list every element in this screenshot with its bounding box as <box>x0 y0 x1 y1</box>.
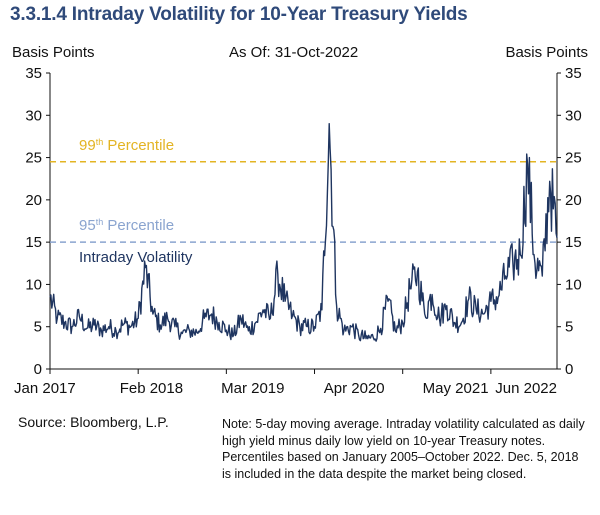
y-tick-label-right: 25 <box>565 150 582 167</box>
x-tick-label: Mar 2019 <box>221 380 284 397</box>
y-tick-label-right: 35 <box>565 65 582 82</box>
series-label: Intraday Volatility <box>79 249 193 266</box>
x-tick-label: Apr 2020 <box>324 380 385 397</box>
y-tick-label-left: 5 <box>34 319 42 336</box>
y-tick-label-left: 15 <box>25 234 42 251</box>
y-tick-label-right: 20 <box>565 192 582 209</box>
source-note: Source: Bloomberg, L.P. <box>18 414 169 430</box>
reference-label-99: 99th Percentile <box>79 137 174 154</box>
y-tick-label-left: 10 <box>25 276 42 293</box>
reference-lines <box>50 161 557 243</box>
chart-labels: 99th Percentile 95th Percentile Intraday V… <box>79 137 193 266</box>
series-line-intraday-volatility <box>49 122 558 342</box>
y-tick-label-left: 30 <box>25 107 42 124</box>
y-tick-label-right: 5 <box>565 319 573 336</box>
methodology-note: Note: 5-day moving average. Intraday vol… <box>222 417 585 481</box>
y-tick-label-left: 25 <box>25 150 42 167</box>
y-tick-label-right: 10 <box>565 276 582 293</box>
x-tick-label: May 2021 <box>423 380 489 397</box>
chart-title: 3.3.1.4 Intraday Volatility for 10-Year … <box>10 4 468 25</box>
x-tick-label: Feb 2018 <box>120 380 183 397</box>
series-layer <box>49 122 558 342</box>
as-of-date: As Of: 31-Oct-2022 <box>229 44 359 61</box>
right-axis-unit-label: Basis Points <box>505 44 588 61</box>
y-tick-label-right: 15 <box>565 234 582 251</box>
y-tick-label-right: 30 <box>565 107 582 124</box>
y-tick-label-left: 20 <box>25 192 42 209</box>
x-tick-label: Jun 2022 <box>495 380 557 397</box>
y-tick-label-right: 0 <box>565 361 573 378</box>
line-chart: 0 0 5 5 10 10 15 15 20 20 25 25 30 30 35 35 Jan 2017 Feb … <box>14 65 582 397</box>
y-tick-label-left: 35 <box>25 65 42 82</box>
x-tick-label: Jan 2017 <box>14 380 76 397</box>
reference-label-95: 95th Percentile <box>79 217 174 234</box>
chart-axes: 0 0 5 5 10 10 15 15 20 20 25 25 30 30 35 35 Jan 2017 Feb … <box>14 65 582 397</box>
left-axis-unit-label: Basis Points <box>12 44 95 61</box>
y-tick-label-left: 0 <box>34 361 42 378</box>
